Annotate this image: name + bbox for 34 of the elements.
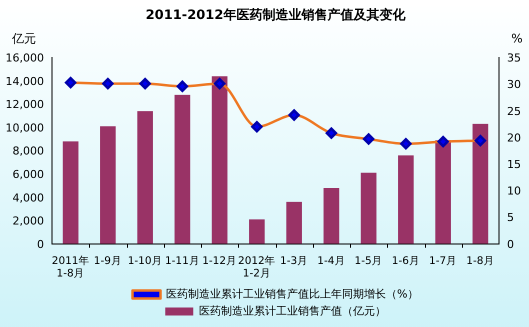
y-tick-label: 12,000 [6, 98, 44, 112]
x-tick-label: 1-8月 [466, 254, 494, 267]
y-tick-label: 8,000 [12, 144, 44, 158]
x-tick-label: 1-6月 [392, 254, 420, 267]
x-tick-label: 1-11月 [164, 254, 200, 267]
y2-tick-label: 35 [507, 52, 521, 65]
x-tick-label: 1-5月 [354, 254, 383, 267]
y2-axis-title: % [511, 32, 523, 46]
legend-label: 医药制造业累计工业销售产值（亿元） [198, 304, 386, 318]
x-tick-label: 2012年 1-2月 [238, 254, 276, 280]
x-tick-label: 1-12月 [202, 254, 238, 267]
y2-tick-label: 5 [507, 211, 514, 224]
y-tick-label: 6,000 [12, 168, 44, 181]
y2-tick-label: 15 [507, 158, 521, 171]
legend-label: 医药制造业累计工业销售产值比上年同期增长（%） [166, 287, 418, 300]
y2-tick-label: 10 [507, 184, 521, 198]
x-tick-label: 1-10月 [128, 254, 163, 267]
x-tick-label: 1-3月 [280, 254, 308, 267]
y2-tick-label: 30 [507, 78, 521, 92]
y-tick-label: 4,000 [12, 191, 44, 204]
y2-tick-label: 20 [507, 131, 521, 144]
y-tick-label: 14,000 [6, 74, 44, 88]
y-axis-title: 亿元 [11, 32, 36, 46]
x-tick-label: 1-9月 [94, 254, 122, 267]
x-tick-label: 1-4月 [317, 254, 346, 267]
y2-tick-label: 0 [507, 238, 514, 251]
chart-title: 2011-2012年医药制造业销售产值及其变化 [146, 7, 406, 24]
y-tick-label: 0 [37, 238, 44, 251]
y-tick-label: 10,000 [6, 121, 44, 134]
y2-tick-label: 25 [507, 104, 521, 118]
y-tick-label: 2,000 [12, 214, 44, 228]
x-tick-label: 1-7月 [429, 254, 458, 267]
x-tick-label: 2011年 1-8月 [52, 254, 90, 280]
y-tick-label: 16,000 [6, 52, 44, 65]
